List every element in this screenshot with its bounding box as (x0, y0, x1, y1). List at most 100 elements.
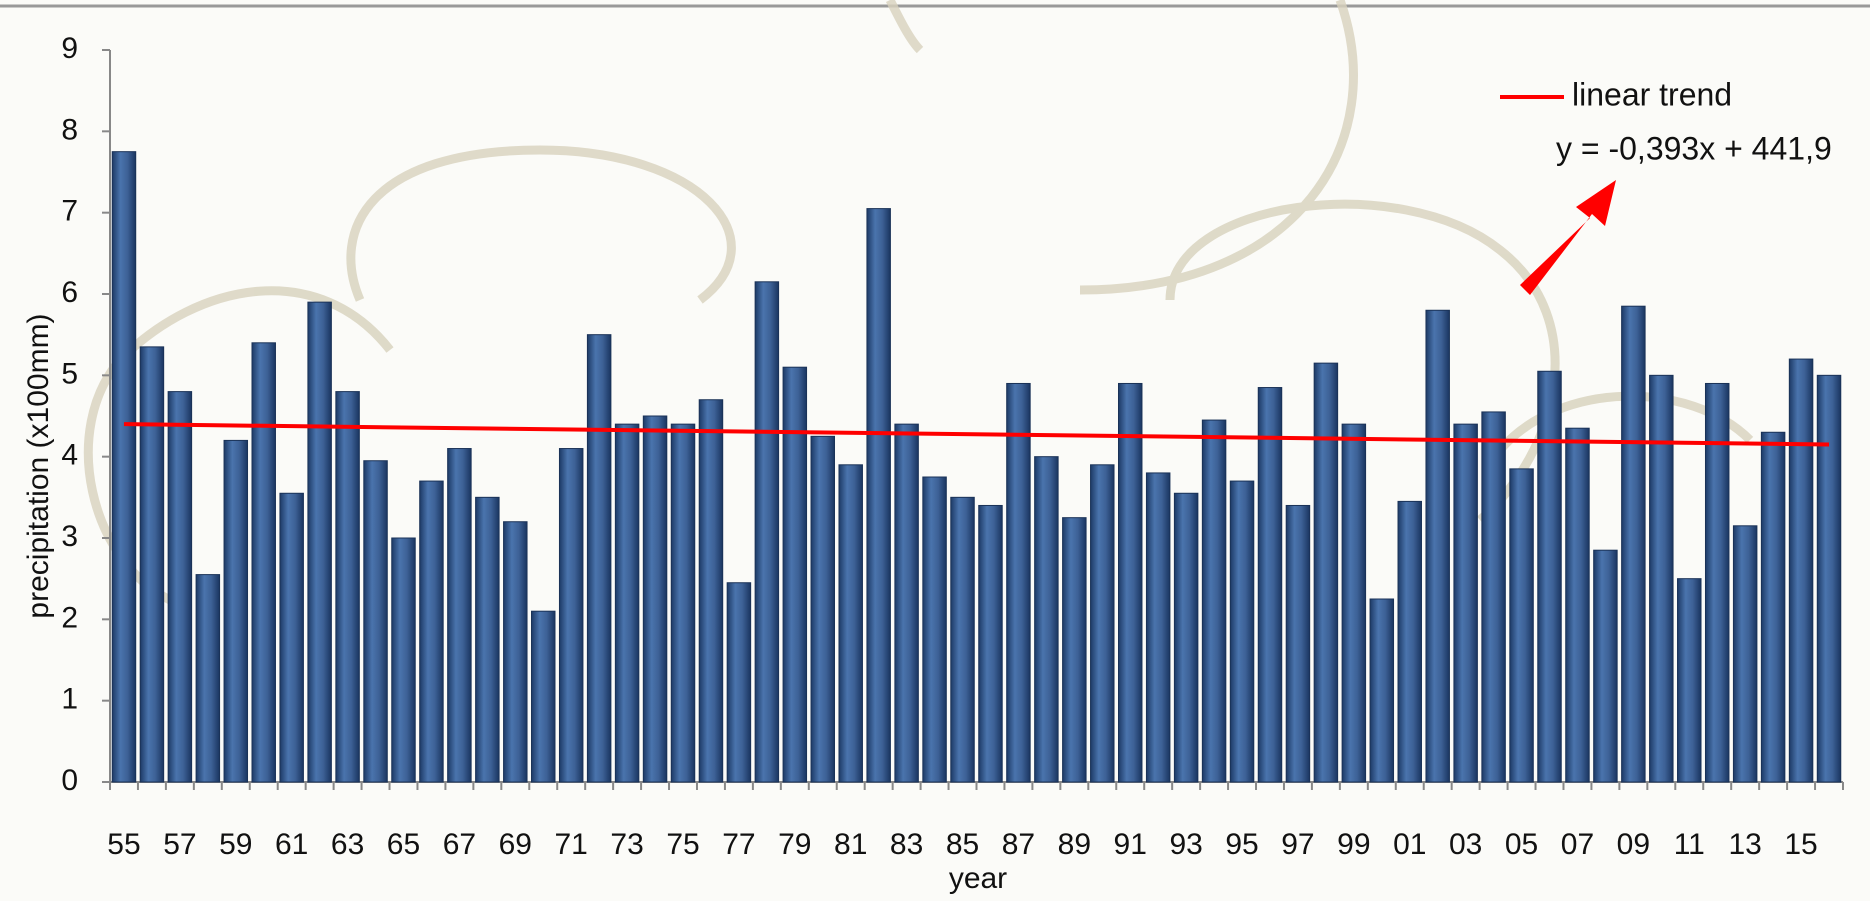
bar (475, 496, 500, 783)
bar (139, 346, 165, 783)
y-axis-title: precipitation (x100mm) (22, 313, 55, 618)
swirl (885, 0, 924, 54)
bar (531, 610, 556, 783)
bar (223, 439, 249, 783)
x-tick-label: 81 (834, 828, 867, 861)
bar (1788, 358, 1814, 783)
bar (1704, 382, 1730, 783)
bar (307, 301, 332, 783)
y-tick-label: 8 (61, 113, 78, 146)
y-tick-label: 3 (61, 520, 78, 553)
bar (1509, 468, 1534, 783)
x-tick-label: 93 (1169, 828, 1202, 861)
bar (1201, 419, 1227, 783)
bar (1006, 382, 1031, 783)
bar (1173, 492, 1199, 783)
bar (1760, 431, 1786, 783)
bar (1732, 525, 1758, 783)
bar (1369, 598, 1395, 783)
x-tick-label: 91 (1114, 828, 1147, 861)
y-tick-label: 1 (61, 683, 78, 716)
bar (1537, 370, 1562, 783)
bar (1481, 411, 1506, 783)
bar (726, 582, 752, 783)
x-tick-label: 09 (1617, 828, 1650, 861)
trend-line (123, 422, 1830, 447)
bar (782, 366, 808, 783)
bar (1257, 387, 1283, 783)
bar (1453, 423, 1478, 783)
x-tick-label: 61 (275, 828, 308, 861)
legend-label: linear trend (1572, 76, 1732, 112)
bar (922, 476, 947, 783)
x-tick-label: 59 (219, 828, 252, 861)
x-tick-label: 69 (499, 828, 532, 861)
bar (363, 460, 388, 783)
bar (1145, 472, 1171, 783)
x-tick-label: 75 (666, 828, 699, 861)
x-tick-label: 13 (1728, 828, 1761, 861)
y-tick-label: 2 (61, 601, 78, 634)
bar (167, 391, 193, 783)
bar (1816, 374, 1842, 783)
bar (1034, 456, 1059, 783)
x-tick-label: 87 (1002, 828, 1035, 861)
bar (978, 504, 1003, 783)
bar (1593, 549, 1618, 783)
bar (894, 423, 919, 783)
bar (670, 423, 696, 783)
bar (838, 464, 863, 783)
x-tick-label: 63 (331, 828, 364, 861)
bar (111, 151, 137, 783)
swirl (346, 145, 736, 304)
bar (614, 423, 640, 783)
bar (1425, 309, 1450, 783)
x-tick-label: 97 (1281, 828, 1314, 861)
bar (195, 574, 221, 783)
y-tick-label: 6 (61, 276, 78, 309)
bar (1621, 305, 1646, 783)
bar (1341, 423, 1367, 783)
x-tick-label: 95 (1225, 828, 1258, 861)
x-tick-label: 85 (946, 828, 979, 861)
x-tick-label: 89 (1058, 828, 1091, 861)
bar (1397, 500, 1422, 783)
x-tick-label: 79 (778, 828, 811, 861)
bar (1229, 480, 1255, 783)
bar (1649, 374, 1674, 783)
bar (1090, 464, 1115, 783)
x-tick-label: 99 (1337, 828, 1370, 861)
y-tick-label: 7 (61, 195, 78, 228)
x-tick-label: 73 (610, 828, 643, 861)
bar (391, 537, 416, 783)
bar (558, 448, 584, 783)
bar (1285, 504, 1311, 783)
swirl (1079, 0, 1358, 295)
bar (586, 334, 612, 783)
y-tick-label: 4 (61, 439, 78, 472)
bar (642, 415, 668, 783)
bar (1062, 517, 1087, 783)
x-tick-label: 15 (1784, 828, 1817, 861)
x-tick-label: 77 (722, 828, 755, 861)
x-tick-label: 01 (1393, 828, 1426, 861)
x-tick-label: 83 (890, 828, 923, 861)
x-axis-title: year (949, 862, 1007, 895)
bar (810, 435, 836, 783)
x-tick-label: 65 (387, 828, 420, 861)
bar (866, 208, 891, 783)
bar (1313, 362, 1339, 783)
bar (447, 448, 472, 783)
y-tick-label: 9 (61, 32, 78, 65)
x-tick-label: 05 (1505, 828, 1538, 861)
x-tick-label: 55 (107, 828, 140, 861)
bar (1117, 382, 1143, 783)
bar (1677, 578, 1702, 783)
x-tick-label: 11 (1674, 828, 1705, 861)
bar (1565, 427, 1590, 783)
bar (335, 391, 360, 783)
x-tick-label: 67 (443, 828, 476, 861)
x-tick-label: 03 (1449, 828, 1482, 861)
y-tick-label: 5 (61, 357, 78, 390)
